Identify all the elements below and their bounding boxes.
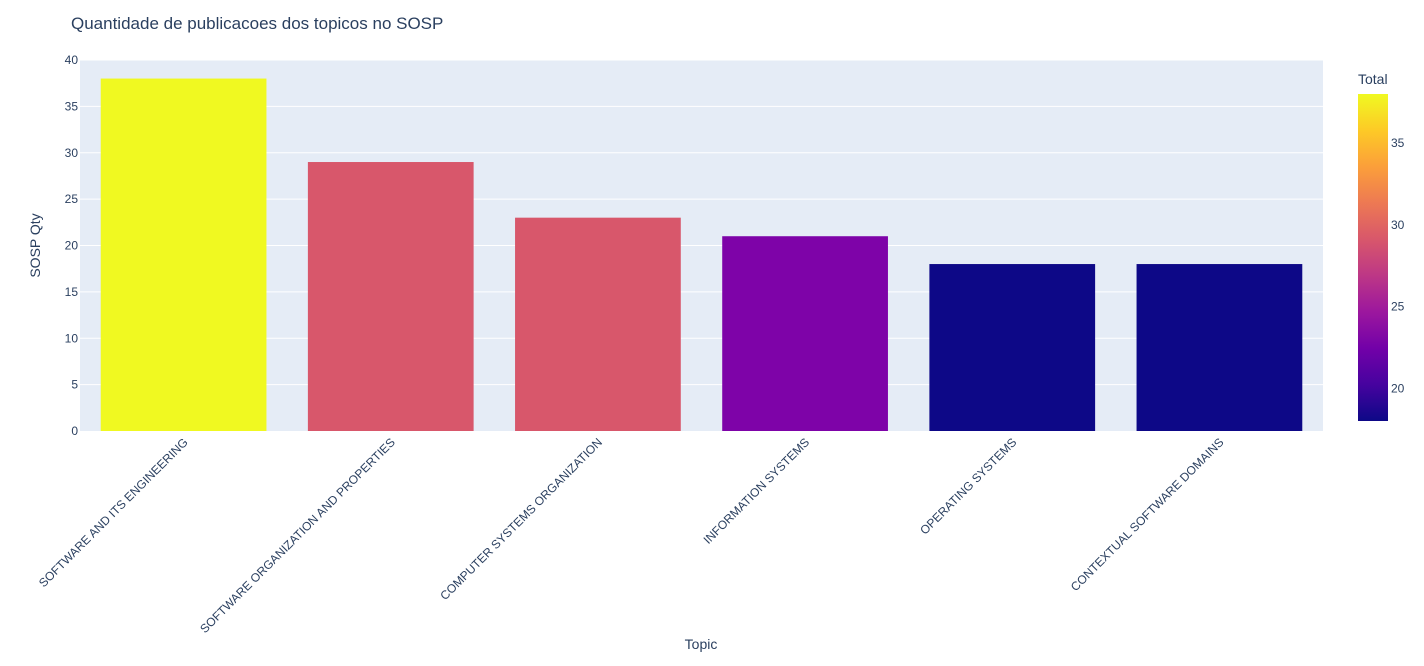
colorbar-tick-labels: 20 25 30 35 [1391,136,1405,395]
y-tick-label: 40 [65,53,79,67]
x-tick-labels: SOFTWARE AND ITS ENGINEERING SOFTWARE ORG… [36,435,1227,636]
grid-lines [80,59,1323,386]
x-tick-label: INFORMATION SYSTEMS [701,435,813,547]
bars [100,78,1303,432]
colorbar-title: Total [1358,71,1388,87]
bar [1136,264,1303,431]
colorbar-tick-label: 20 [1391,381,1405,395]
y-axis-title: SOSP Qty [27,213,43,277]
colorbar-tick-label: 35 [1391,136,1405,150]
colorbar-tick-label: 30 [1391,218,1405,232]
x-tick-label: OPERATING SYSTEMS [917,435,1019,537]
y-tick-label: 30 [65,146,79,160]
colorbar-tick-label: 25 [1391,300,1405,314]
y-tick-label: 25 [65,192,79,206]
y-tick-label: 5 [71,378,78,392]
y-tick-label: 10 [65,331,79,345]
colorbar-gradient [1358,94,1388,421]
x-tick-label: COMPUTER SYSTEMS ORGANIZATION [437,435,605,603]
colorbar: Total 20 25 30 35 [1358,71,1405,421]
y-tick-labels: 0 5 10 15 20 25 30 35 40 [65,53,79,438]
x-tick-label: SOFTWARE ORGANIZATION AND PROPERTIES [197,435,398,636]
y-tick-label: 35 [65,99,79,113]
bar [929,264,1096,431]
bar [307,162,474,431]
bar [722,236,888,431]
chart-title: Quantidade de publicacoes dos topicos no… [71,14,443,33]
y-tick-label: 0 [71,424,78,438]
bar [100,78,267,432]
x-tick-label: CONTEXTUAL SOFTWARE DOMAINS [1068,435,1227,594]
x-axis-title: Topic [685,636,718,652]
y-tick-label: 20 [65,239,79,253]
y-tick-label: 15 [65,285,79,299]
x-tick-label: SOFTWARE AND ITS ENGINEERING [36,435,191,590]
bar [515,217,681,431]
